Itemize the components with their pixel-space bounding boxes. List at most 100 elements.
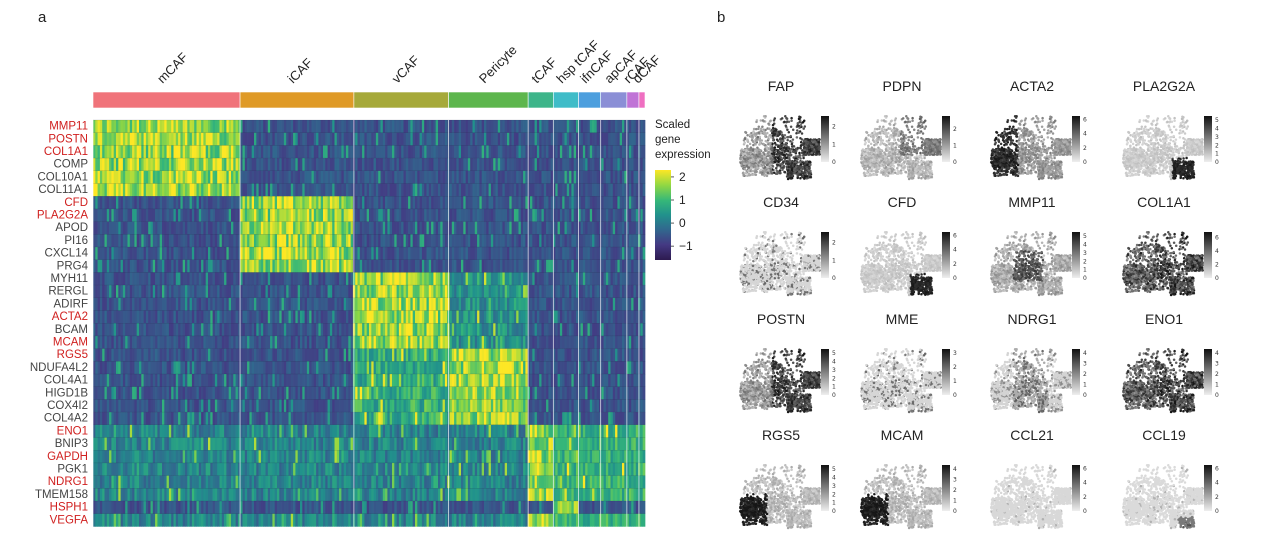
heatmap-cell <box>240 361 243 374</box>
heatmap-cell <box>245 336 248 349</box>
heatmap-cell <box>300 260 303 273</box>
heatmap-cell <box>358 247 361 260</box>
heatmap-cell <box>394 184 397 197</box>
heatmap-cell <box>374 247 377 260</box>
heatmap-cell <box>243 298 246 311</box>
heatmap-cell <box>454 209 457 222</box>
heatmap-cell <box>171 158 174 171</box>
heatmap-cell <box>617 247 620 260</box>
heatmap-cell <box>123 171 126 184</box>
heatmap-cell <box>489 133 492 146</box>
heatmap-cell <box>544 158 547 171</box>
heatmap-cell <box>537 171 540 184</box>
heatmap-cell <box>100 222 103 235</box>
heatmap-cell <box>509 349 512 362</box>
heatmap-cell <box>203 374 206 387</box>
heatmap-cell <box>213 234 216 247</box>
heatmap-cell <box>532 349 535 362</box>
heatmap-cell <box>617 222 620 235</box>
heatmap-cell <box>210 260 213 273</box>
heatmap-cell <box>484 323 487 336</box>
heatmap-cell <box>187 133 190 146</box>
heatmap-cell <box>408 145 411 158</box>
heatmap-cell <box>385 272 388 285</box>
heatmap-cell <box>539 361 542 374</box>
heatmap-cell <box>542 260 545 273</box>
heatmap-cell <box>424 158 427 171</box>
heatmap-cell <box>185 209 188 222</box>
heatmap-cell <box>346 260 349 273</box>
heatmap-cell <box>427 361 430 374</box>
heatmap-cell <box>631 133 634 146</box>
heatmap-cell <box>178 120 181 133</box>
heatmap-cell <box>316 222 319 235</box>
heatmap-cell <box>429 336 432 349</box>
heatmap-cell <box>125 120 128 133</box>
heatmap-cell <box>151 349 154 362</box>
heatmap-cell <box>420 311 423 324</box>
heatmap-cell <box>254 184 257 197</box>
heatmap-cell <box>562 196 565 209</box>
heatmap-cell <box>597 323 600 336</box>
heatmap-cell <box>217 323 220 336</box>
heatmap-cell <box>330 260 333 273</box>
heatmap-cell <box>190 184 193 197</box>
heatmap-cell <box>401 336 404 349</box>
heatmap-cell <box>521 171 524 184</box>
heatmap-cell <box>160 145 163 158</box>
heatmap-cell <box>558 196 561 209</box>
heatmap-cell <box>473 349 476 362</box>
heatmap-cell <box>261 349 264 362</box>
heatmap-cell <box>263 374 266 387</box>
heatmap-cell <box>362 222 365 235</box>
heatmap-cell <box>146 145 149 158</box>
heatmap-cell <box>486 260 489 273</box>
heatmap-cell <box>585 285 588 298</box>
heatmap-cell <box>226 336 229 349</box>
heatmap-cell <box>286 285 289 298</box>
heatmap-cell <box>532 171 535 184</box>
heatmap-cell <box>546 298 549 311</box>
heatmap-cell <box>231 158 234 171</box>
heatmap-cell <box>222 234 225 247</box>
heatmap-cell <box>95 323 98 336</box>
heatmap-cell <box>574 336 577 349</box>
heatmap-cell <box>385 349 388 362</box>
heatmap-cell <box>332 361 335 374</box>
heatmap-cell <box>443 285 446 298</box>
heatmap-cell <box>139 298 142 311</box>
heatmap-cell <box>321 260 324 273</box>
heatmap-cell <box>141 374 144 387</box>
heatmap-cell <box>305 120 308 133</box>
heatmap-cell <box>259 145 262 158</box>
heatmap-cell <box>592 247 595 260</box>
heatmap-cell <box>525 158 528 171</box>
heatmap-cell <box>167 209 170 222</box>
heatmap-cell <box>479 171 482 184</box>
heatmap-cell <box>496 272 499 285</box>
heatmap-cell <box>440 133 443 146</box>
heatmap-cell <box>187 209 190 222</box>
heatmap-cell <box>282 260 285 273</box>
heatmap-cell <box>344 133 347 146</box>
heatmap-cell <box>337 196 340 209</box>
heatmap-cell <box>509 145 512 158</box>
heatmap-cell <box>279 285 282 298</box>
heatmap-cell <box>537 285 540 298</box>
heatmap-cell <box>443 120 446 133</box>
heatmap-cell <box>415 311 418 324</box>
heatmap-cell <box>157 361 160 374</box>
heatmap-cell <box>585 272 588 285</box>
heatmap-cell <box>162 298 165 311</box>
heatmap-cell <box>394 298 397 311</box>
heatmap-cell <box>116 361 119 374</box>
heatmap-cell <box>111 336 114 349</box>
heatmap-cell <box>293 234 296 247</box>
heatmap-cell <box>208 272 211 285</box>
heatmap-cell <box>636 145 639 158</box>
heatmap-cell <box>300 311 303 324</box>
heatmap-cell <box>346 196 349 209</box>
heatmap-cell <box>116 196 119 209</box>
heatmap-cell <box>565 234 568 247</box>
heatmap-cell <box>505 133 508 146</box>
